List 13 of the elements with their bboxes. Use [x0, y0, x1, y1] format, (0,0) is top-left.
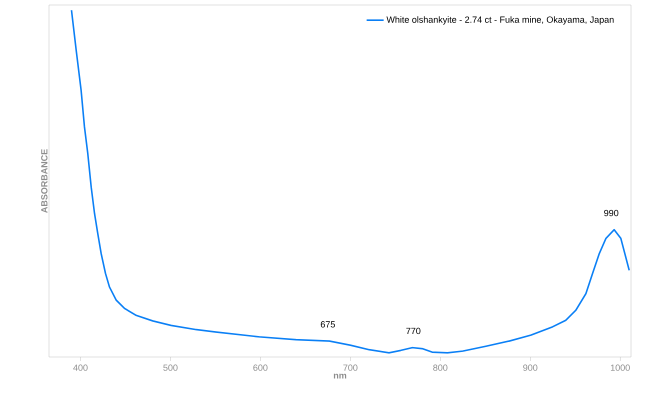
x-tick-label: 700 [343, 364, 358, 371]
x-tick-label: 800 [433, 364, 448, 371]
annotation: 770 [406, 328, 420, 334]
x-tick-label: 400 [73, 364, 88, 371]
y-axis-title: ABSORBANCE [41, 149, 48, 213]
legend-label: White olshankyite - 2.74 ct - Fuka mine, Okayama, Japan [386, 16, 614, 25]
x-axis-title: nm [334, 374, 346, 379]
x-tick-label: 500 [163, 364, 178, 371]
x-tick-label: 1000 [610, 364, 630, 371]
annotation: 675 [320, 321, 335, 328]
x-tick-label: 600 [253, 364, 268, 371]
annotation: 990 [604, 210, 618, 216]
x-tick-label: 900 [523, 364, 538, 371]
